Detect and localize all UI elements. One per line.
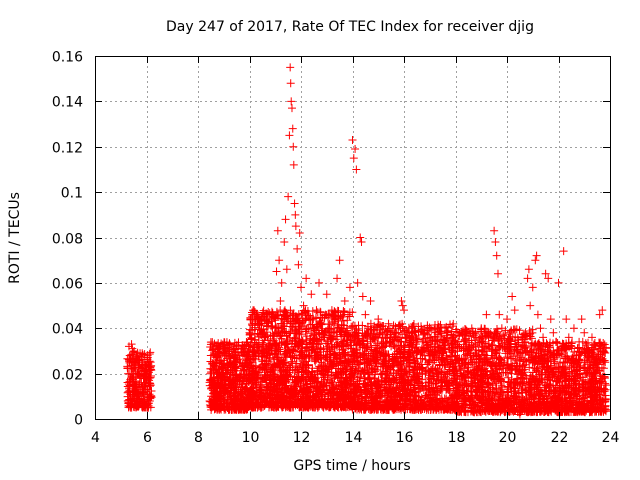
data-point — [211, 404, 220, 413]
data-point — [213, 368, 222, 377]
data-point — [228, 400, 237, 409]
data-point — [215, 362, 224, 371]
data-point — [213, 390, 222, 399]
data-point — [124, 380, 133, 389]
data-point — [128, 370, 137, 379]
grid-lines — [95, 56, 610, 419]
data-point — [139, 382, 148, 391]
data-point — [210, 361, 219, 370]
data-point — [216, 342, 225, 351]
data-point — [220, 344, 229, 353]
data-point — [337, 342, 346, 351]
data-point — [209, 344, 218, 353]
data-point — [134, 391, 143, 400]
data-point — [333, 323, 342, 332]
data-point — [229, 379, 238, 388]
data-point — [217, 364, 226, 373]
data-points — [123, 63, 611, 419]
data-point — [210, 352, 219, 361]
data-point — [131, 359, 140, 368]
data-point — [130, 403, 139, 412]
data-point — [208, 346, 217, 355]
data-point — [230, 388, 239, 397]
data-point — [237, 344, 246, 353]
data-point — [144, 359, 153, 368]
data-point — [444, 385, 453, 394]
data-point — [222, 399, 231, 408]
chart-title: Day 247 of 2017, Rate Of TEC Index for r… — [166, 19, 534, 35]
data-point — [231, 370, 240, 379]
data-point — [242, 337, 251, 346]
data-point — [146, 348, 155, 357]
data-point — [210, 339, 219, 348]
data-point — [228, 351, 237, 360]
data-point — [125, 388, 134, 397]
data-point — [235, 405, 244, 414]
data-point — [218, 377, 227, 386]
data-point — [232, 340, 241, 349]
data-point — [233, 395, 242, 404]
data-point — [223, 393, 232, 402]
data-point — [296, 347, 305, 356]
data-point — [220, 338, 229, 347]
data-point — [145, 357, 154, 366]
data-point — [131, 387, 140, 396]
data-point — [213, 403, 222, 412]
data-point — [123, 364, 132, 373]
data-point — [138, 398, 147, 407]
data-point — [241, 350, 250, 359]
data-point — [250, 306, 259, 315]
data-point — [287, 358, 296, 367]
data-point — [233, 377, 242, 386]
data-point — [232, 385, 241, 394]
data-point — [207, 368, 216, 377]
data-point — [219, 395, 228, 404]
data-point — [129, 347, 137, 356]
data-point — [221, 366, 230, 375]
data-point — [239, 343, 248, 352]
data-point — [221, 345, 230, 354]
data-point — [217, 339, 226, 348]
data-point — [256, 326, 265, 335]
